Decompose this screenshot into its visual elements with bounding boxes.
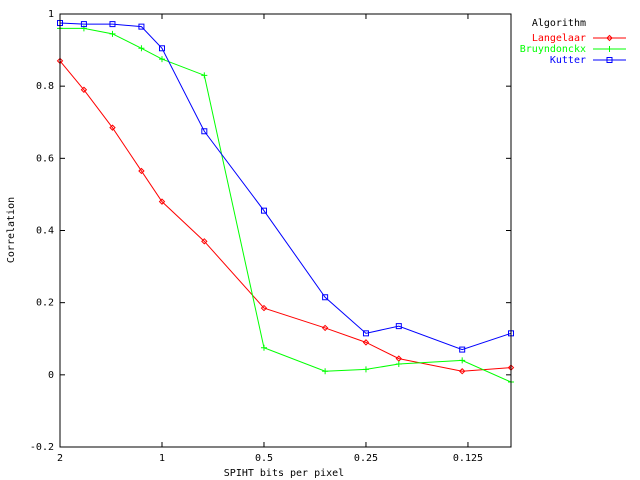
data-point	[458, 368, 466, 375]
data-point	[201, 72, 208, 79]
y-tick-label: 0.8	[36, 81, 54, 92]
series-line	[59, 22, 512, 351]
data-point	[109, 124, 116, 131]
data-point	[158, 45, 165, 52]
series-line	[59, 60, 512, 372]
data-point	[322, 294, 329, 301]
data-point	[201, 238, 208, 245]
data-point	[395, 323, 402, 330]
data-point	[260, 207, 267, 214]
legend-swatch-marker	[606, 57, 613, 63]
data-point	[459, 357, 466, 364]
data-point	[362, 330, 369, 337]
x-tick-label: 1	[159, 453, 165, 464]
data-point	[109, 30, 116, 37]
data-point	[362, 366, 369, 373]
data-point	[260, 304, 268, 312]
data-point	[138, 167, 145, 175]
data-point	[322, 368, 329, 375]
data-point	[321, 324, 329, 332]
legend-title: Algorithm	[532, 18, 586, 29]
data-point	[459, 346, 466, 353]
data-point	[138, 23, 145, 30]
data-point	[158, 56, 165, 63]
x-tick-label: 0.5	[255, 453, 273, 464]
y-tick-label: 0.6	[36, 153, 54, 164]
legend-swatch-marker	[606, 34, 613, 42]
data-point	[260, 344, 267, 351]
x-tick-label: 2	[57, 453, 63, 464]
legend-label: Langelaar	[532, 33, 586, 44]
y-tick-label: 0	[48, 370, 54, 381]
x-tick-label: 0.125	[453, 453, 483, 464]
legend-swatch-marker	[606, 46, 613, 52]
data-point	[80, 86, 88, 93]
data-point	[158, 198, 166, 205]
data-point	[362, 339, 370, 346]
axes: -0.2 0 0.2 0.4 0.6 0.8 1 2 1 0.5 0.25 0.125	[30, 9, 511, 464]
data-point	[138, 45, 145, 52]
x-axis-label: SPIHT bits per pixel	[224, 468, 344, 479]
data-point	[109, 21, 116, 28]
y-axis-label: Correlation	[6, 197, 17, 263]
y-tick-label: 0.4	[36, 226, 54, 237]
legend-entry: Langelaar	[532, 33, 626, 44]
x-tick-label: 0.25	[354, 453, 378, 464]
legend-label: Bruyndonckx	[520, 44, 586, 55]
data-point	[80, 21, 87, 28]
y-tick-label: -0.2	[30, 442, 54, 453]
series-line	[60, 27, 512, 383]
series-kutter	[57, 20, 514, 353]
data-point	[201, 128, 208, 135]
legend-entry: Kutter	[550, 55, 626, 66]
y-tick-label: 1	[48, 9, 54, 20]
data-point	[395, 361, 402, 368]
y-tick-label: 0.2	[36, 298, 54, 309]
legend-entry: Bruyndonckx	[520, 44, 626, 55]
legend-label: Kutter	[550, 55, 586, 66]
